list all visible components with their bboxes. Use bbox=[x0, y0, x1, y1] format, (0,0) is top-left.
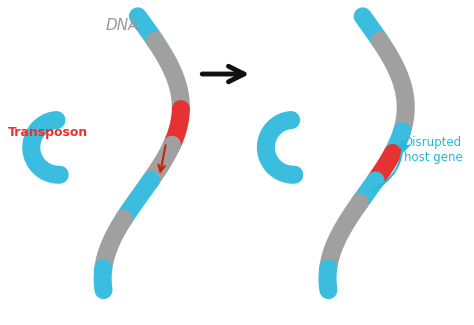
Text: Transposon: Transposon bbox=[8, 126, 88, 139]
Text: DNA: DNA bbox=[106, 18, 139, 33]
Text: Disrupted
host gene: Disrupted host gene bbox=[404, 136, 463, 164]
